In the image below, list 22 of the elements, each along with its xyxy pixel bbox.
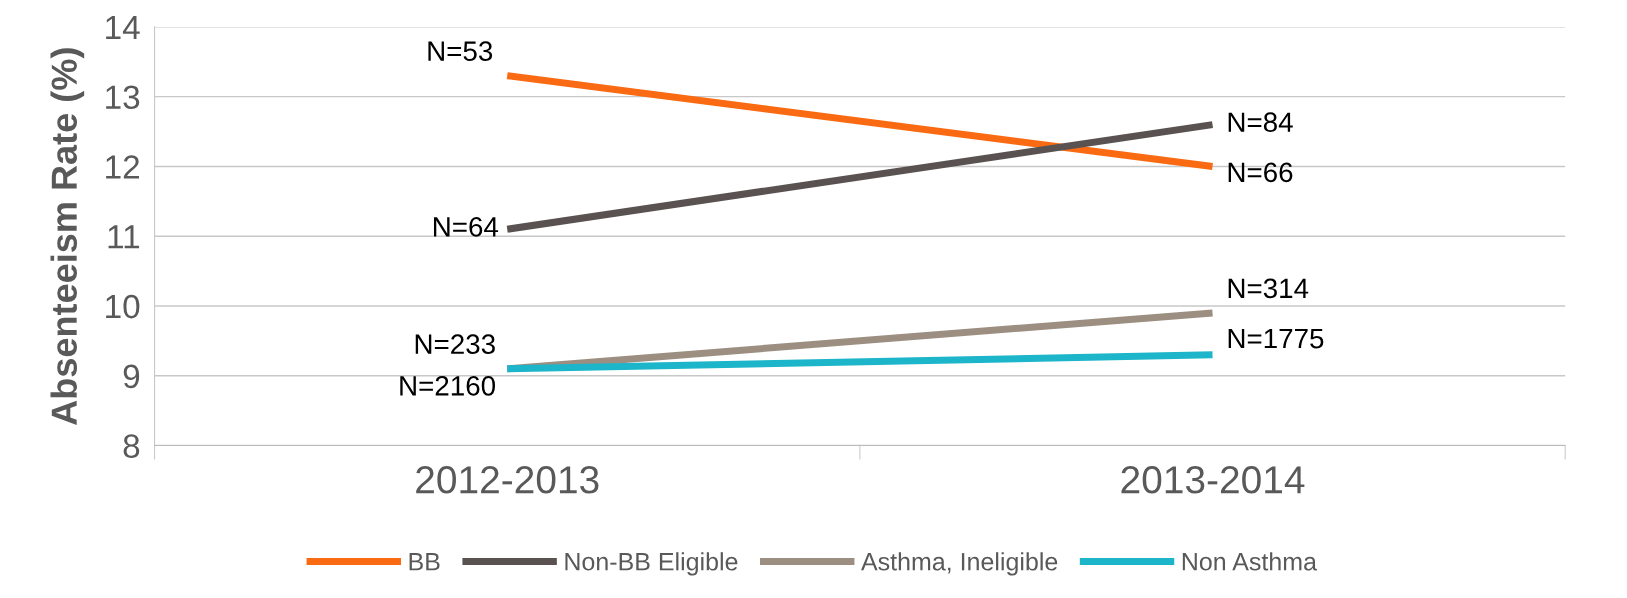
y-tick-label: 13	[106, 85, 140, 110]
y-tick-label: 14	[106, 16, 140, 39]
legend-label: Non-BB Eligible	[565, 552, 738, 576]
y-tick-label: 10	[106, 294, 140, 319]
annotation: N=84	[1228, 112, 1293, 133]
annotation: N=53	[428, 41, 493, 61]
annotation: N=2160	[400, 376, 496, 396]
y-axis-title: Absenteeism Rate (%)	[50, 48, 85, 425]
x-tick-label: 2013-2014	[1121, 465, 1305, 494]
annotation: N=233	[415, 334, 495, 354]
y-tick-label: 8	[123, 434, 140, 458]
legend-label: BB	[409, 553, 440, 571]
y-tick-label: 11	[108, 225, 140, 249]
y-tick-label: 9	[123, 364, 140, 389]
legend-label: Asthma, Ineligible	[861, 552, 1058, 576]
annotation: N=314	[1228, 278, 1309, 299]
y-tick-label: 12	[106, 155, 140, 179]
annotation: N=64	[433, 217, 499, 237]
annotation: N=66	[1228, 162, 1293, 183]
annotation: N=1775	[1228, 329, 1324, 349]
x-tick-label: 2012-2013	[416, 465, 599, 494]
legend-label: Non Asthma	[1182, 552, 1317, 571]
